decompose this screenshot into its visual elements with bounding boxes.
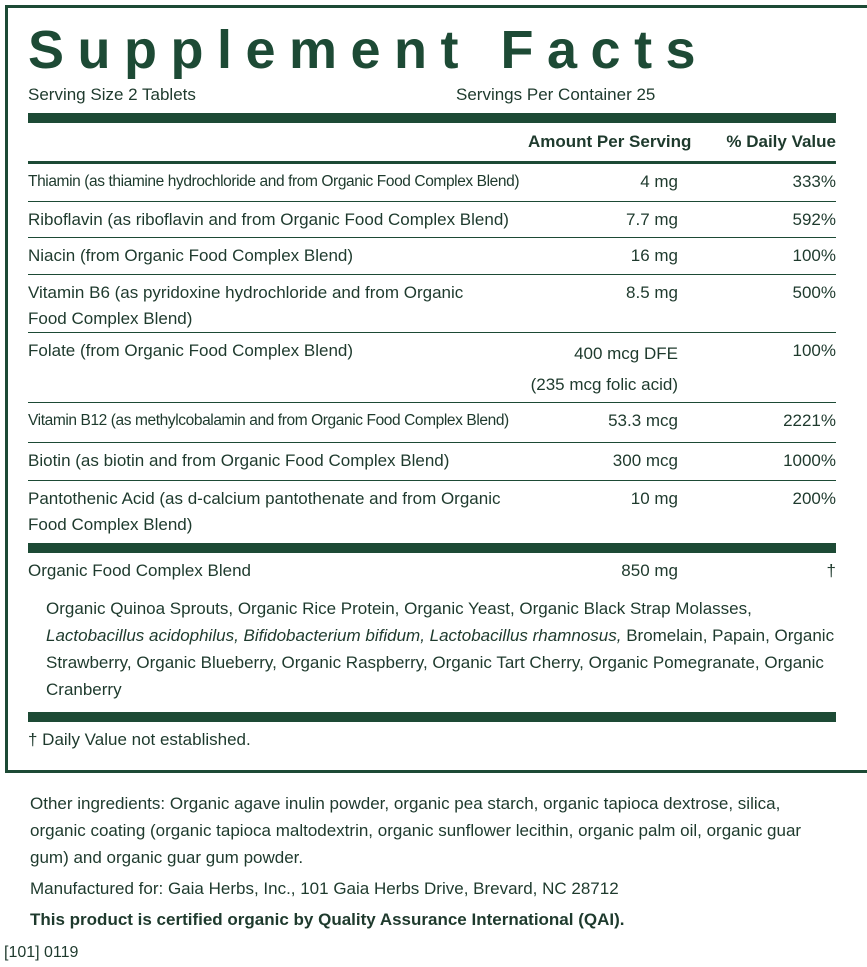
ingredients-text: Organic Quinoa Sprouts, Organic Rice Pro… xyxy=(46,599,752,618)
amount: 7.7 mg xyxy=(626,210,678,229)
nutrient-row: Thiamin (as thiamine hydrochloride and f… xyxy=(28,164,836,202)
amount: 300 mcg xyxy=(612,451,678,470)
nutrient-row: Biotin (as biotin and from Organic Food … xyxy=(28,443,836,481)
nutrient-rows: Thiamin (as thiamine hydrochloride and f… xyxy=(28,164,836,543)
amount-cell: 400 mcg DFE (235 mcg folic acid) xyxy=(478,338,678,402)
facts-panel: Supplement Facts Serving Size 2 Tablets … xyxy=(5,5,867,773)
amount: 8.5 mg xyxy=(626,283,678,302)
daily-value: 100% xyxy=(792,246,836,265)
certification: This product is certified organic by Qua… xyxy=(30,910,625,929)
title: Supplement Facts xyxy=(28,20,710,80)
daily-value: 1000% xyxy=(783,451,836,470)
blend-amount: 850 mg xyxy=(621,561,678,580)
column-header: Amount Per Serving % Daily Value xyxy=(28,123,836,161)
rule-thin xyxy=(28,161,836,164)
nutrient-name: Thiamin (as thiamine hydrochloride and f… xyxy=(28,173,520,190)
nutrient-row: Vitamin B12 (as methylcobalamin and from… xyxy=(28,403,836,443)
daily-value: 500% xyxy=(792,283,836,302)
amount-header: Amount Per Serving xyxy=(528,132,692,151)
facts-inner: Supplement Facts Serving Size 2 Tablets … xyxy=(28,18,836,758)
footnote: † Daily Value not established. xyxy=(28,730,251,749)
blend-ingredients: Organic Quinoa Sprouts, Organic Rice Pro… xyxy=(28,589,836,712)
blend-name: Organic Food Complex Blend xyxy=(28,561,252,580)
amount: 10 mg xyxy=(630,489,678,508)
amount: 4 mg xyxy=(640,172,678,191)
nutrient-row: Folate (from Organic Food Complex Blend)… xyxy=(28,333,836,403)
code: [101] 0119 xyxy=(4,944,79,961)
rule-thick xyxy=(28,712,836,722)
nutrient-row: Riboflavin (as riboflavin and from Organ… xyxy=(28,202,836,238)
blend-daily-value: † xyxy=(826,561,836,580)
amount: 53.3 mcg xyxy=(608,411,678,430)
rule-thick xyxy=(28,543,836,553)
serving-line: Serving Size 2 Tablets Servings Per Cont… xyxy=(28,82,836,108)
amount-note: (235 mcg folic acid) xyxy=(530,375,678,394)
daily-value: 200% xyxy=(792,489,836,508)
amount: 400 mcg DFE xyxy=(574,344,678,363)
manufacturer: Manufactured for: Gaia Herbs, Inc., 101 … xyxy=(30,879,619,898)
nutrient-name: Niacin (from Organic Food Complex Blend) xyxy=(28,246,354,265)
nutrient-name: Vitamin B6 (as pyridoxine hydrochloride … xyxy=(28,283,464,328)
nutrient-row: Vitamin B6 (as pyridoxine hydrochloride … xyxy=(28,275,836,333)
nutrient-name: Riboflavin (as riboflavin and from Organ… xyxy=(28,210,509,229)
dv-header: % Daily Value xyxy=(726,132,836,151)
nutrient-name: Biotin (as biotin and from Organic Food … xyxy=(28,451,450,470)
other-ingredients: Other ingredients: Organic agave inulin … xyxy=(30,794,802,867)
nutrient-row: Niacin (from Organic Food Complex Blend)… xyxy=(28,238,836,275)
nutrient-name: Vitamin B12 (as methylcobalamin and from… xyxy=(28,412,509,429)
ingredients-italic: Lactobacillus acidophilus, Bifidobacteri… xyxy=(46,626,622,645)
daily-value: 333% xyxy=(792,172,836,191)
amount: 16 mg xyxy=(630,246,678,265)
daily-value: 100% xyxy=(792,341,836,360)
daily-value: 2221% xyxy=(783,411,836,430)
nutrient-name: Pantothenic Acid (as d-calcium pantothen… xyxy=(28,489,501,534)
daily-value: 592% xyxy=(792,210,836,229)
rule-thick xyxy=(28,113,836,123)
below-panel: Other ingredients: Organic agave inulin … xyxy=(30,790,840,933)
nutrient-row: Pantothenic Acid (as d-calcium pantothen… xyxy=(28,481,836,543)
ingredients-text: Bromelain, Papain, Organic Strawberry, O… xyxy=(46,626,835,699)
servings-per-container: Servings Per Container 25 xyxy=(456,85,656,104)
nutrient-name: Folate (from Organic Food Complex Blend) xyxy=(28,341,354,360)
serving-size: Serving Size 2 Tablets xyxy=(28,85,196,104)
blend-row: Organic Food Complex Blend 850 mg † xyxy=(28,553,836,589)
